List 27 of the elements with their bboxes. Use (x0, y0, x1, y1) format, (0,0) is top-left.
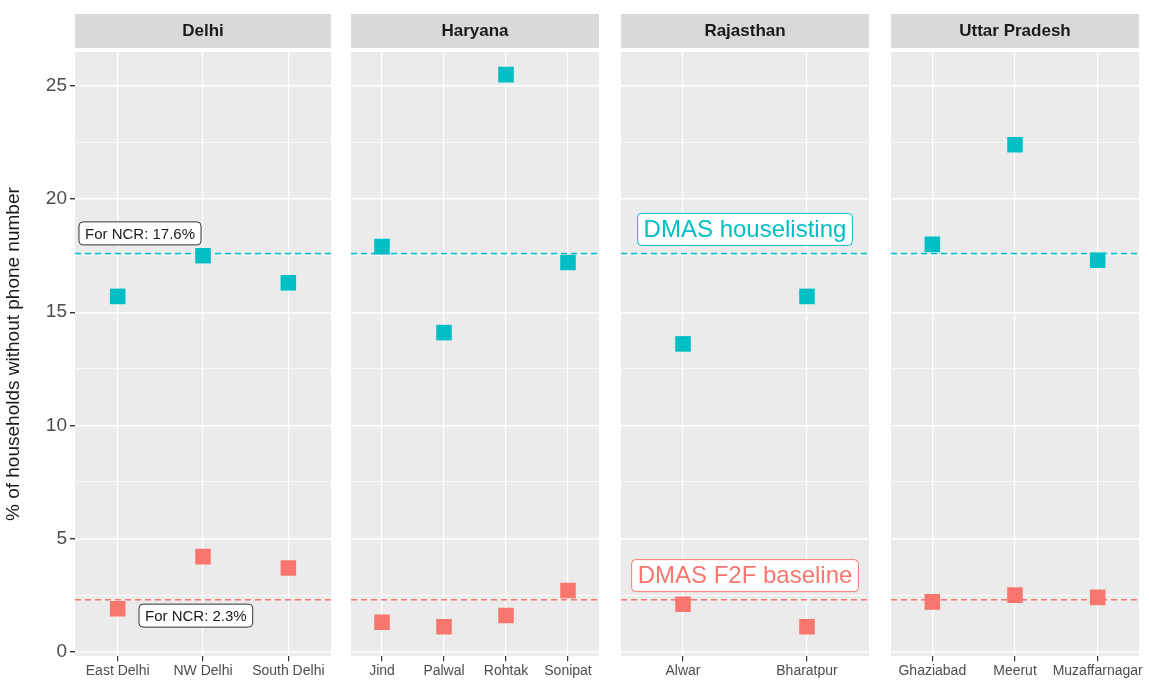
x-tick-label: South Delhi (252, 662, 325, 679)
y-tick-label: 25 (45, 74, 67, 96)
series-label: DMAS F2F baseline (637, 561, 853, 589)
x-tick-label: Sonipat (544, 662, 592, 679)
y-tick-label: 15 (45, 300, 67, 322)
x-tick-label: Palwal (423, 662, 465, 679)
text: DMAS houselisting (643, 215, 847, 243)
chart-title: Rajasthan (704, 20, 786, 40)
x-tick-label: Jind (369, 662, 395, 679)
y-tick-label: 0 (56, 639, 67, 661)
x-tick-label: Ghaziabad (898, 662, 967, 679)
chart-title: Uttar Pradesh (959, 20, 1071, 40)
chart-title: Delhi (182, 20, 224, 40)
x-tick-label: Bharatpur (776, 662, 839, 679)
y-tick-label: 10 (45, 413, 67, 435)
chart-title: Haryana (441, 20, 510, 40)
y-tick-label: 20 (45, 187, 67, 209)
x-tick-label: Rohtak (483, 662, 530, 679)
x-tick-label: Meerut (993, 662, 1037, 679)
y-axis-title: % of households without phone number (1, 186, 23, 521)
ref-line-label: For NCR: 17.6% (85, 224, 196, 242)
ref-line-label: For NCR: 2.3% (145, 606, 247, 624)
x-tick-label: Alwar (665, 662, 701, 679)
x-tick-label: NW Delhi (173, 662, 233, 679)
x-tick-label: East Delhi (85, 662, 150, 679)
x-tick-label: Muzaffarnagar (1052, 662, 1144, 679)
y-tick-label: 5 (56, 526, 67, 548)
